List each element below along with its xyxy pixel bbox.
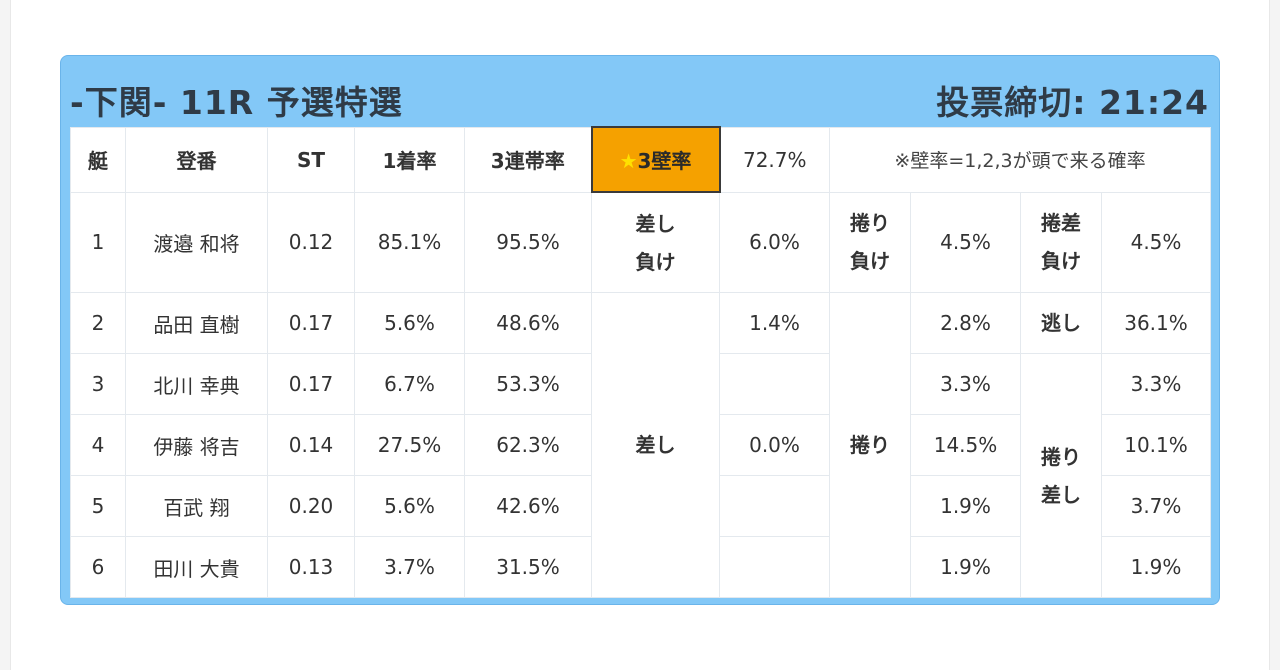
table-row: 3 北川 幸典 0.17 6.7% 53.3% 3.3% 捲り 差し 3.3% [70, 353, 1211, 598]
makuri-value: 2.8% [910, 292, 1021, 354]
first-rate-value: 5.6% [354, 475, 465, 537]
makurisashi-value: 3.7% [1101, 475, 1211, 537]
makuri-label: 捲り [829, 292, 911, 598]
col-boat: 艇 [70, 126, 126, 193]
makurisashi-make-label: 捲差 負け [1020, 191, 1102, 293]
wall-rate-value: 72.7% [719, 126, 830, 193]
makurisashi-value: 3.3% [1101, 353, 1211, 415]
first-rate-value: 6.7% [354, 353, 465, 415]
makurisashi-label: 捲り 差し [1020, 353, 1102, 598]
first-rate-value: 5.6% [354, 292, 465, 354]
boat-number: 5 [70, 475, 126, 537]
boat-number: 3 [70, 353, 126, 415]
boat-number: 6 [70, 536, 126, 598]
sashi-value: 1.4% [719, 292, 830, 354]
voting-deadline: 投票締切: 21:24 [936, 83, 1209, 122]
table-row: 4 伊藤 将吉 0.14 27.5% 62.3% 0.0% 14.5% 10.1… [70, 414, 1211, 476]
col-st: ST [267, 126, 355, 193]
race-title: -下関- 11R 予選特選 [70, 83, 403, 122]
nigashi-value: 36.1% [1101, 292, 1211, 354]
header-row: 艇 登番 ST 1着率 3連帯率 ★3壁率 72.7% ※壁率=1,2,3が頭で… [70, 126, 1211, 193]
top3-rate-value: 95.5% [464, 191, 592, 293]
racer-name: 品田 直樹 [125, 292, 268, 354]
racer-name: 北川 幸典 [125, 353, 268, 415]
first-rate-value: 27.5% [354, 414, 465, 476]
makuri-make-label: 捲り 負け [829, 191, 911, 293]
makuri-make-value: 4.5% [910, 191, 1021, 293]
makurisashi-make-value: 4.5% [1101, 191, 1211, 293]
star-icon: ★ [619, 149, 638, 173]
top3-rate-value: 31.5% [464, 536, 592, 598]
racer-name: 田川 大貴 [125, 536, 268, 598]
makuri-value: 14.5% [910, 414, 1021, 476]
top3-rate-value: 53.3% [464, 353, 592, 415]
makuri-value: 3.3% [910, 353, 1021, 415]
table-row: 6 田川 大貴 0.13 3.7% 31.5% 1.9% 1.9% [70, 536, 1211, 598]
st-value: 0.12 [267, 191, 355, 293]
st-value: 0.20 [267, 475, 355, 537]
table-row: 5 百武 翔 0.20 5.6% 42.6% 1.9% 3.7% [70, 475, 1211, 537]
left-edge [0, 0, 11, 670]
racer-name: 伊藤 将吉 [125, 414, 268, 476]
st-value: 0.14 [267, 414, 355, 476]
sashi-label: 差し [591, 292, 720, 598]
boat-number: 2 [70, 292, 126, 354]
top3-rate-value: 48.6% [464, 292, 592, 354]
st-value: 0.17 [267, 353, 355, 415]
racer-name: 百武 翔 [125, 475, 268, 537]
right-edge [1269, 0, 1280, 670]
table-row: 2 品田 直樹 0.17 5.6% 48.6% 差し 1.4% 捲り 2.8% … [70, 292, 1211, 598]
sashi-value [719, 536, 830, 598]
sashi-make-value: 6.0% [719, 191, 830, 293]
boat-number: 4 [70, 414, 126, 476]
sashi-value [719, 475, 830, 537]
nigashi-label: 逃し [1020, 292, 1102, 354]
boat-number: 1 [70, 191, 126, 293]
race-table: 艇 登番 ST 1着率 3連帯率 ★3壁率 72.7% ※壁率=1,2,3が頭で… [70, 126, 1211, 598]
first-rate-value: 85.1% [354, 191, 465, 293]
first-rate-value: 3.7% [354, 536, 465, 598]
wall-rate-header: ★3壁率 [590, 126, 721, 193]
wall-rate-note: ※壁率=1,2,3が頭で来る確率 [829, 126, 1211, 193]
sashi-value [719, 353, 830, 415]
makurisashi-value: 10.1% [1101, 414, 1211, 476]
st-value: 0.13 [267, 536, 355, 598]
makuri-value: 1.9% [910, 475, 1021, 537]
sashi-make-label: 差し 負け [591, 191, 720, 293]
col-top3-rate: 3連帯率 [464, 126, 592, 193]
top3-rate-value: 62.3% [464, 414, 592, 476]
col-name: 登番 [125, 126, 268, 193]
wall-rate-label: 3壁率 [637, 149, 692, 173]
col-first-rate: 1着率 [354, 126, 465, 193]
makurisashi-value: 1.9% [1101, 536, 1211, 598]
racer-name: 渡邉 和将 [125, 191, 268, 293]
sashi-value: 0.0% [719, 414, 830, 476]
makuri-value: 1.9% [910, 536, 1021, 598]
table-row: 1 渡邉 和将 0.12 85.1% 95.5% 差し 負け 6.0% 捲り 負け … [70, 191, 1211, 293]
st-value: 0.17 [267, 292, 355, 354]
top3-rate-value: 42.6% [464, 475, 592, 537]
